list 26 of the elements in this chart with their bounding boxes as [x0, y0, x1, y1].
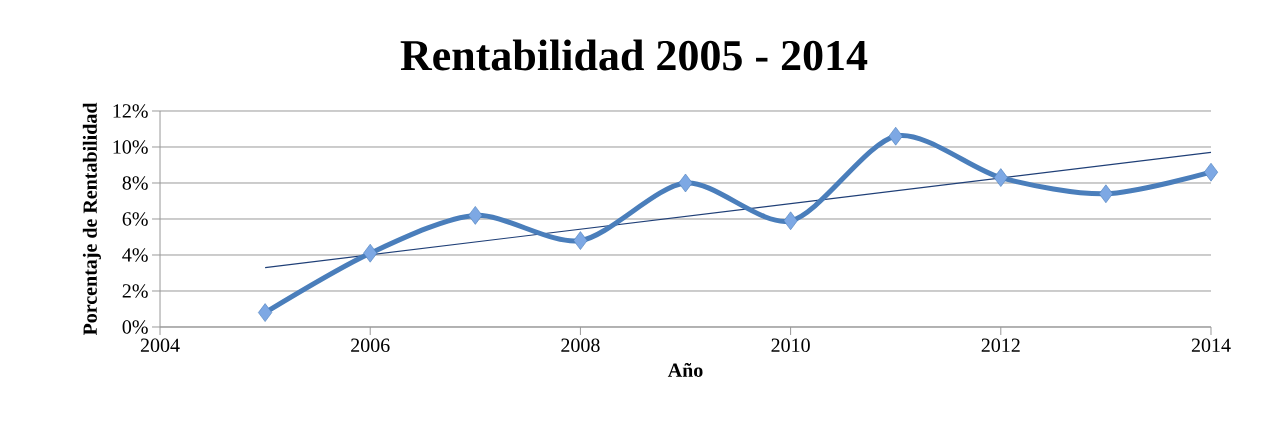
- point: [1098, 184, 1113, 204]
- x-tick-label: 2014: [1191, 338, 1231, 353]
- y-tick-label: 0%: [122, 320, 148, 334]
- point: [1203, 162, 1219, 182]
- point: [783, 211, 798, 231]
- point: [678, 173, 693, 193]
- y-axis-title: Porcentaje de Rentabilidad: [82, 102, 101, 336]
- point: [258, 303, 273, 322]
- x-tick-label: 2012: [981, 338, 1020, 353]
- point: [573, 231, 588, 250]
- point: [993, 168, 1008, 187]
- y-tick-label: 10%: [113, 140, 148, 154]
- x-tick-label: 2008: [561, 338, 600, 353]
- y-tick-label: 8%: [122, 176, 148, 190]
- x-axis-title: Año: [667, 362, 703, 378]
- chart-title: Rentabilidad 2005 - 2014: [400, 39, 868, 71]
- x-tick-label: 2006: [351, 338, 390, 353]
- y-tick-label: 2%: [122, 284, 148, 298]
- y-tick-label: 12%: [113, 104, 148, 118]
- y-tick-label: 4%: [122, 248, 148, 262]
- y-tick-label: 6%: [122, 212, 148, 226]
- point: [888, 126, 903, 146]
- x-tick-label: 2010: [771, 338, 810, 353]
- point: [363, 243, 378, 263]
- point: [468, 206, 483, 225]
- x-tick-label: 2004: [140, 338, 180, 353]
